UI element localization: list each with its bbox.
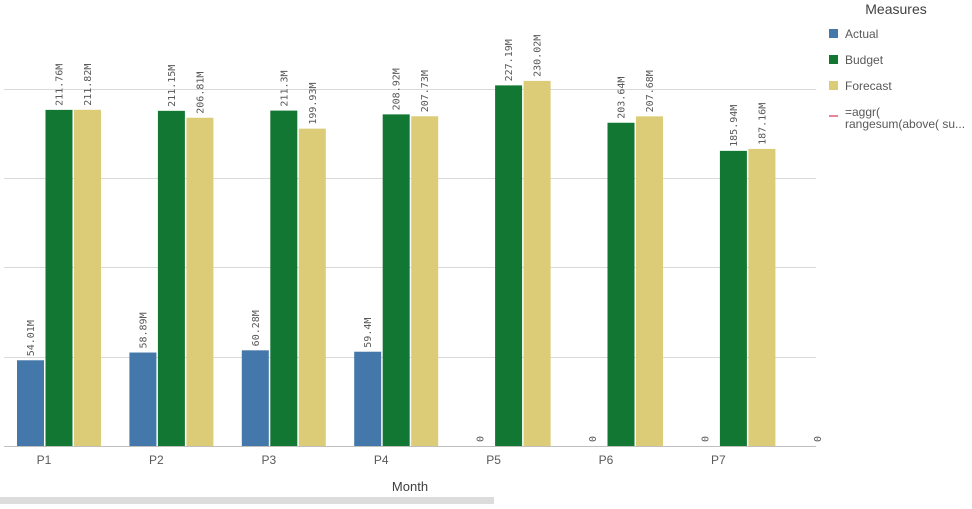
bars [17,80,776,447]
data-label-budget-p1: 211.76M [55,64,66,106]
x-tick-label: P7 [711,453,726,467]
bar-budget-p5[interactable] [495,85,523,446]
legend-item-1[interactable]: Budget [829,53,884,67]
legend-title: Measures [865,1,926,17]
legend[interactable]: Measures Actual Budget Forecast =aggr(range… [829,1,965,131]
x-tick-label: P4 [374,453,389,467]
data-label-actual-p4: 59.4M [363,318,374,348]
bar-budget-p3[interactable] [270,110,298,446]
bar-forecast-p6[interactable] [636,116,663,446]
legend-item-2[interactable]: Forecast [829,79,892,93]
x-tick-label: P3 [261,453,276,467]
x-tick-label: P5 [486,453,501,467]
legend-label: =aggr( [845,105,880,119]
data-label-actual-p2: 58.89M [138,312,149,348]
bar-forecast-p3[interactable] [298,128,326,446]
data-label-budget-p4: 208.92M [392,68,403,110]
bar-actual-p4[interactable] [354,351,382,446]
bar-budget-p6[interactable] [607,122,635,446]
data-label-budget-p5: 227.19M [504,39,515,81]
data-label-budget-p7: 185.94M [729,105,740,147]
bar-forecast-p4[interactable] [411,116,439,446]
data-label-forecast-p2: 206.81M [195,72,206,114]
bar-budget-p7[interactable] [719,150,747,447]
gridlines [4,89,816,447]
data-label-forecast-p5: 230.02M [533,35,544,77]
bar-forecast-p2[interactable] [186,117,214,447]
legend-swatch [829,29,838,38]
data-label-forecast-p3: 199.93M [308,82,319,124]
data-label-budget-p3: 211.3M [279,70,290,106]
x-axis: P1 P2 P3 P4 P5 P6 P7 [37,453,726,467]
data-label-actual-p1: 54.01M [26,320,37,356]
data-label-actual-p8: 0 [813,436,824,442]
bar-actual-p3[interactable] [241,350,269,446]
bar-budget-p2[interactable] [157,110,185,446]
legend-label: Budget [845,53,884,67]
data-label-actual-p7: 0 [700,436,711,442]
legend-label-cont: rangesum(above( su... [845,117,965,131]
data-label-forecast-p6: 207.68M [645,70,656,112]
x-tick-label: P1 [37,453,52,467]
data-label-budget-p6: 203.64M [617,77,628,119]
x-axis-title: Month [392,479,428,494]
x-tick-label: P2 [149,453,164,467]
data-label-forecast-p4: 207.73M [420,70,431,112]
bar-budget-p4[interactable] [382,114,410,446]
data-label-forecast-p7: 187.16M [757,103,768,145]
legend-swatch [829,81,838,90]
data-label-actual-p6: 0 [588,436,599,442]
bar-actual-p1[interactable] [17,360,44,446]
legend-item-3[interactable]: =aggr(rangesum(above( su... [829,105,965,131]
horizontal-scrollbar[interactable] [0,497,494,504]
x-tick-label: P6 [599,453,614,467]
bar-forecast-p5[interactable] [523,80,551,446]
bar-forecast-p1[interactable] [74,109,101,447]
legend-swatch [829,55,838,64]
legend-label: Actual [845,27,878,41]
legend-label: Forecast [845,79,892,93]
bar-actual-p2[interactable] [129,352,157,446]
data-labels: 54.01M 211.76M 211.82M 58.89M 211.15M 206.81M… [26,35,824,442]
data-label-forecast-p1: 211.82M [83,64,94,106]
data-label-actual-p3: 60.28M [251,310,262,346]
legend-item-0[interactable]: Actual [829,27,878,41]
data-label-budget-p2: 211.15M [167,65,178,107]
bar-forecast-p7[interactable] [748,148,776,446]
data-label-actual-p5: 0 [476,436,487,442]
bar-budget-p1[interactable] [45,109,73,446]
